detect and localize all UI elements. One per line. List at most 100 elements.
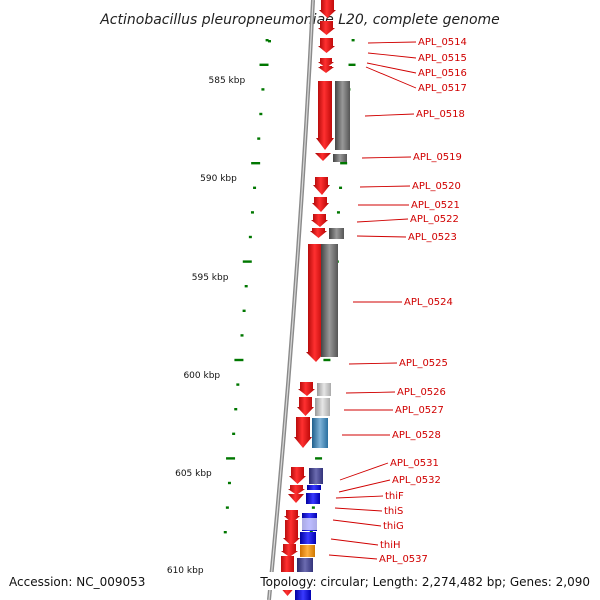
gene-label[interactable]: thiS <box>384 506 403 517</box>
gene-arrow-this <box>284 510 300 523</box>
minor-tick <box>225 506 229 509</box>
scale-label: 610 kbp <box>167 566 204 576</box>
gene-leader-line <box>365 66 417 89</box>
gene-leader-line <box>339 462 389 481</box>
gene-leader-line <box>335 495 384 499</box>
gene-label[interactable]: APL_0526 <box>397 387 446 398</box>
scale-label: 590 kbp <box>200 174 237 184</box>
feature-block-blue-4 <box>300 532 316 544</box>
feature-block-purple-1 <box>309 468 323 484</box>
major-tick <box>226 457 236 460</box>
minor-tick <box>248 235 252 239</box>
gene-arrow-apl-0519 <box>315 153 331 161</box>
gene-label[interactable]: APL_0516 <box>418 68 467 79</box>
gene-labels: APL_0514 APL_0515 APL_0516 APL_0517 APL_0518… <box>328 37 467 565</box>
feature-block-gray-2 <box>333 154 347 162</box>
gene-leader-line <box>334 507 383 512</box>
feature-block-gray-3 <box>329 228 344 239</box>
gene-leader-line <box>367 52 417 59</box>
feature-block-light-1 <box>317 383 331 396</box>
scale-label: 600 kbp <box>183 371 220 381</box>
minor-tick <box>244 285 248 288</box>
outer-tick <box>315 457 323 460</box>
gene-arrow-apl-0528 <box>294 417 312 448</box>
genome-backbone-highlight <box>268 0 314 600</box>
minor-tick <box>223 531 227 534</box>
gene-leader-line <box>348 362 398 365</box>
gene-label[interactable]: APL_0514 <box>418 37 467 48</box>
gene-leader-line <box>330 538 379 546</box>
feature-block-purple-2 <box>297 558 313 574</box>
gene-leader-line <box>366 62 417 74</box>
gene-label[interactable]: APL_0518 <box>416 109 465 120</box>
minor-tick <box>236 383 240 386</box>
outer-tick <box>323 358 331 362</box>
gene-label[interactable]: thiG <box>383 521 404 532</box>
gene-label[interactable]: APL_0521 <box>411 200 460 211</box>
gene-label[interactable]: APL_0527 <box>395 405 444 416</box>
gene-label[interactable]: APL_0515 <box>418 53 467 64</box>
major-tick <box>259 63 269 66</box>
gene-label[interactable]: APL_0522 <box>410 214 459 225</box>
gene-arrow-apl-0523 <box>310 228 327 238</box>
gene-label[interactable]: APL_0525 <box>399 358 448 369</box>
gene-leader-line <box>356 218 409 223</box>
minor-tick <box>250 211 254 214</box>
minor-tick <box>268 40 271 43</box>
gene-arrow-apl-0518 <box>316 81 334 150</box>
gene-label[interactable]: APL_0524 <box>404 297 453 308</box>
gene-arrow-apl-0515 <box>318 38 335 53</box>
outer-tick <box>336 211 340 214</box>
major-tick <box>242 260 252 263</box>
gene-label[interactable]: APL_0532 <box>392 475 441 486</box>
scale-labels: 585 kbp 590 kbp 595 kbp 600 kbp 605 kbp 610 k… <box>167 76 246 576</box>
minor-tick <box>257 137 261 140</box>
minor-tick <box>240 334 244 337</box>
feature-block-light-2 <box>315 398 330 416</box>
gene-leader-line <box>367 41 417 44</box>
map-title: Actinobacillus pleuropneumoniae L20, com… <box>99 12 500 28</box>
gene-label[interactable]: APL_0531 <box>390 458 439 469</box>
gene-label[interactable]: APL_0528 <box>392 430 441 441</box>
outer-tick <box>339 186 343 189</box>
genome-summary-text: Topology: circular; Length: 2,274,482 bp… <box>259 575 590 589</box>
minor-tick <box>265 39 269 42</box>
outer-tick <box>348 63 356 66</box>
feature-block-white-1 <box>302 518 317 530</box>
forward-genes <box>279 0 336 596</box>
gene-label[interactable]: APL_0537 <box>379 554 428 565</box>
gene-arrow-apl-0514 <box>319 0 336 18</box>
gene-arrow-apl-0521 <box>312 197 329 212</box>
minor-tick <box>232 432 236 435</box>
gene-label[interactable]: APL_0520 <box>412 181 461 192</box>
gene-arrow-apl-0522 <box>311 214 328 227</box>
gene-leader-line <box>338 479 391 493</box>
major-tick <box>251 162 261 165</box>
scale-label: 605 kbp <box>175 469 212 479</box>
gene-arrow-thif <box>288 494 304 503</box>
outer-tick <box>311 506 315 509</box>
gene-label[interactable]: APL_0517 <box>418 83 467 94</box>
gene-label[interactable]: APL_0523 <box>408 232 457 243</box>
gene-leader-line <box>364 113 415 117</box>
gene-leader-line <box>356 235 407 238</box>
outer-tick <box>351 39 355 42</box>
gene-label[interactable]: APL_0519 <box>413 152 462 163</box>
gene-leader-line <box>359 185 411 188</box>
feature-block-gray-1 <box>335 81 350 150</box>
feature-block-blue-2 <box>306 493 320 504</box>
minor-tick <box>259 112 263 116</box>
major-tick <box>234 358 244 362</box>
gene-label[interactable]: thiH <box>380 540 401 551</box>
gene-arrow-apl-0516 <box>318 58 334 68</box>
minor-tick <box>227 481 231 485</box>
gene-label[interactable]: thiF <box>385 491 404 502</box>
feature-block-gray-4 <box>321 244 338 357</box>
gene-arrow-apl-0532 <box>288 485 305 495</box>
gene-leader-line <box>332 519 382 527</box>
gene-arrow-apl-0520 <box>313 177 330 195</box>
gene-arrow-thig <box>283 520 300 546</box>
gene-arrow-apl-0514b <box>318 21 335 35</box>
feature-blocks <box>295 81 350 600</box>
footer-left-bg <box>5 572 155 590</box>
